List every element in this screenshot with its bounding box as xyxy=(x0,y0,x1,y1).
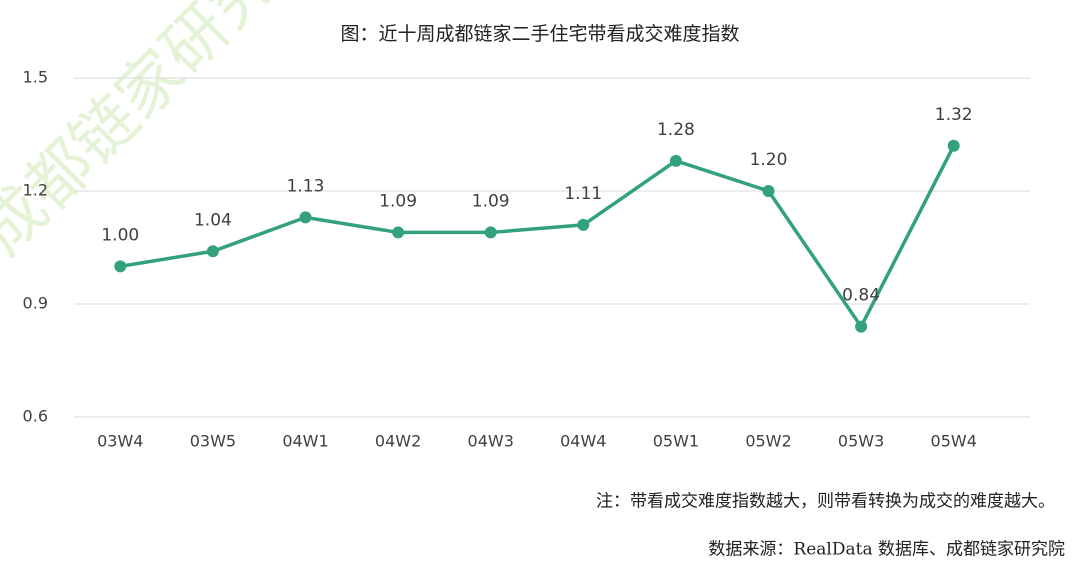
point xyxy=(947,139,960,152)
point xyxy=(484,226,497,239)
point xyxy=(206,245,219,258)
x-tick-label: 04W2 xyxy=(375,432,421,451)
line xyxy=(120,145,956,331)
data-label: 1.13 xyxy=(287,176,325,196)
x-tick-label: 03W5 xyxy=(190,432,236,451)
x-tick-label: 05W2 xyxy=(745,432,791,451)
data-label: 0.84 xyxy=(842,286,880,306)
data-label: 1.20 xyxy=(750,150,788,170)
x-tick-label: 03W4 xyxy=(97,432,143,451)
point xyxy=(762,185,775,197)
data-label: 1.09 xyxy=(379,191,417,211)
point xyxy=(299,211,312,224)
x-tick-label: 04W4 xyxy=(560,432,606,451)
x-tick-label: 04W1 xyxy=(282,432,328,451)
y-tick-label: 0.9 xyxy=(23,294,48,313)
point xyxy=(577,218,590,231)
data-label: 1.09 xyxy=(472,191,510,211)
data-label: 1.00 xyxy=(101,225,139,245)
watermark: 成都链家研究院 xyxy=(0,0,335,270)
y-tick-label: 1.2 xyxy=(23,181,48,200)
data-label: 1.04 xyxy=(194,210,232,230)
y-tick-label: 0.6 xyxy=(23,407,48,426)
y-tick-label: 1.5 xyxy=(23,68,48,87)
x-tick-label: 04W3 xyxy=(468,432,514,451)
data-label: 1.32 xyxy=(935,105,973,125)
point xyxy=(855,320,868,333)
x-tick-label: 05W4 xyxy=(931,432,977,451)
source: 数据来源：RealData 数据库、成都链家研究院 xyxy=(708,540,1065,560)
point xyxy=(669,154,682,167)
point xyxy=(392,226,405,239)
x-tick-label: 05W3 xyxy=(838,432,884,451)
x-tick-label: 05W1 xyxy=(653,432,699,451)
chart-title: 图：近十周成都链家二手住宅带看成交难度指数 xyxy=(340,23,739,45)
point xyxy=(114,260,127,273)
data-label: 1.28 xyxy=(657,120,695,140)
data-label: 1.11 xyxy=(564,184,602,204)
note: 注：带看成交难度指数越大，则带看转换为成交的难度越大。 xyxy=(596,492,1055,512)
